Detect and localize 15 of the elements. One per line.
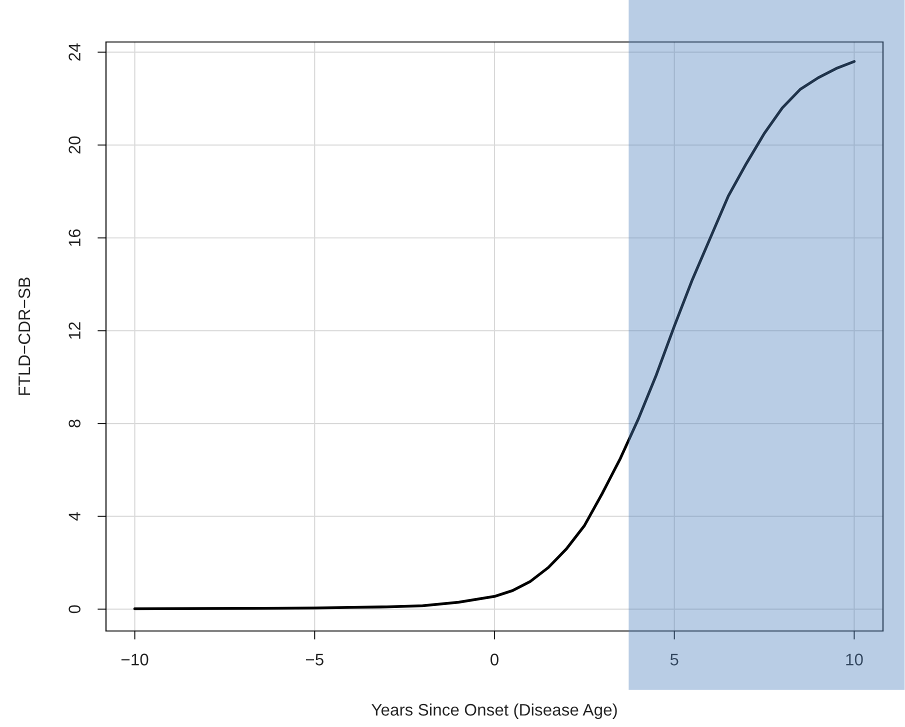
x-tick-label: 0 xyxy=(490,654,498,666)
x-tick-label: 10 xyxy=(846,654,863,666)
x-tick-label: −10 xyxy=(121,654,148,666)
y-axis-title: FTLD−CDR−SB xyxy=(18,278,30,395)
y-tick-label: 20 xyxy=(68,136,80,154)
x-tick-label: −5 xyxy=(306,654,324,666)
y-tick-label: 24 xyxy=(68,43,80,61)
x-axis-title: Years Since Onset (Disease Age) xyxy=(372,703,617,720)
line-series xyxy=(133,60,856,610)
y-tick-label: 8 xyxy=(68,420,80,428)
y-tick-label: 12 xyxy=(68,322,80,339)
y-tick-label: 4 xyxy=(68,512,80,521)
y-tick-label: 0 xyxy=(68,605,80,614)
y-tick-label: 16 xyxy=(68,229,80,246)
x-tick-label: 5 xyxy=(670,654,678,666)
